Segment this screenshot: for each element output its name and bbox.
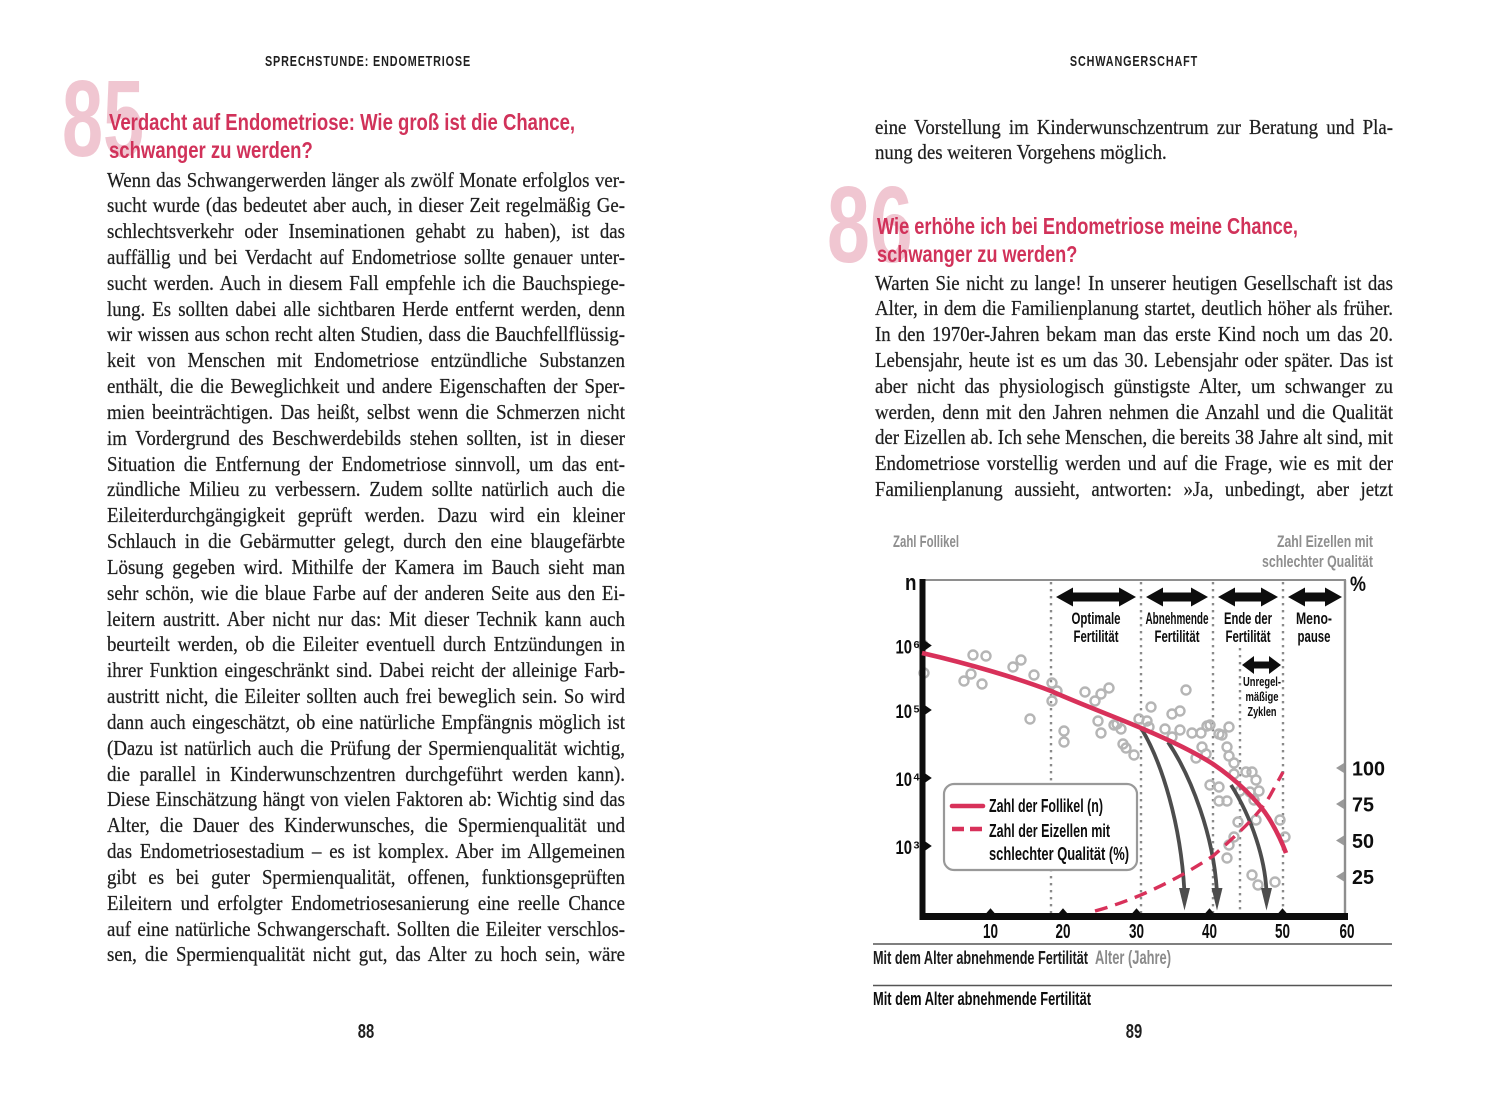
svg-text:50: 50 (1352, 830, 1374, 853)
svg-text:schlechter Qualität: schlechter Qualität (1262, 553, 1373, 571)
svg-text:60: 60 (1340, 920, 1355, 943)
svg-text:Zahl Follikel: Zahl Follikel (893, 533, 959, 551)
svg-text:Zahl der Eizellen mit: Zahl der Eizellen mit (989, 821, 1110, 841)
svg-text:100: 100 (1352, 758, 1385, 781)
svg-text:mäßige: mäßige (1246, 689, 1279, 704)
svg-text:Unregel-: Unregel- (1243, 674, 1281, 689)
svg-text:n: n (905, 570, 917, 595)
svg-text:10: 10 (896, 701, 913, 723)
svg-text:Alter (Jahre): Alter (Jahre) (1095, 948, 1171, 969)
svg-text:Fertilität: Fertilität (1155, 627, 1200, 646)
svg-text:Zahl Eizellen mit: Zahl Eizellen mit (1277, 533, 1373, 551)
svg-text:50: 50 (1275, 920, 1290, 943)
svg-text:10: 10 (896, 637, 913, 659)
svg-text:5: 5 (914, 704, 920, 716)
svg-text:10: 10 (896, 837, 913, 859)
svg-text:Zyklen: Zyklen (1248, 704, 1277, 719)
svg-text:40: 40 (1202, 920, 1217, 943)
svg-text:Zahl der Follikel (n): Zahl der Follikel (n) (989, 796, 1103, 816)
svg-text:Abnehmende: Abnehmende (1146, 609, 1209, 628)
svg-text:4: 4 (914, 772, 920, 784)
svg-text:Fertilität: Fertilität (1226, 627, 1271, 646)
svg-text:%: % (1350, 573, 1366, 596)
svg-text:pause: pause (1298, 627, 1331, 646)
svg-text:30: 30 (1129, 920, 1144, 943)
svg-text:Mit dem Alter abnehmende Ferti: Mit dem Alter abnehmende Fertilität (873, 988, 1091, 1009)
svg-text:Optimale: Optimale (1072, 609, 1121, 628)
svg-text:10: 10 (896, 769, 913, 791)
svg-text:10: 10 (983, 920, 998, 943)
svg-text:Ende der: Ende der (1224, 609, 1272, 628)
svg-text:6: 6 (914, 639, 920, 651)
svg-text:Fertilität: Fertilität (1074, 627, 1119, 646)
svg-text:25: 25 (1352, 866, 1374, 889)
svg-text:Meno-: Meno- (1296, 609, 1332, 628)
svg-text:3: 3 (914, 840, 920, 852)
svg-text:Mit dem Alter abnehmende Ferti: Mit dem Alter abnehmende Fertilität (873, 947, 1088, 968)
svg-text:75: 75 (1352, 794, 1374, 817)
svg-text:20: 20 (1056, 920, 1071, 943)
svg-text:schlechter Qualität (%): schlechter Qualität (%) (989, 844, 1129, 864)
